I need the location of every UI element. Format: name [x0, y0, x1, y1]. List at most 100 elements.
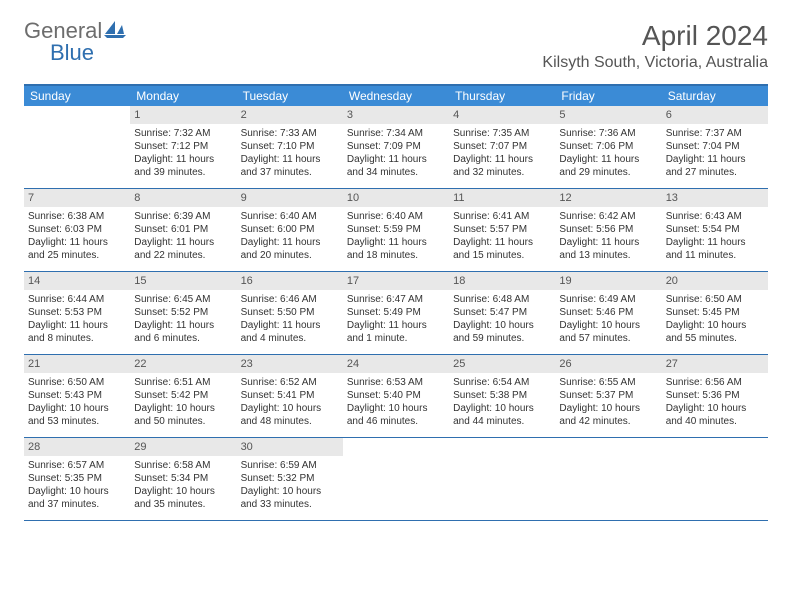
- dow-cell: Friday: [555, 86, 661, 106]
- sunrise-line: Sunrise: 6:58 AM: [134, 459, 232, 472]
- sunset-line: Sunset: 6:01 PM: [134, 223, 232, 236]
- daylight-line: Daylight: 11 hours and 8 minutes.: [28, 319, 126, 345]
- day-cell: 30Sunrise: 6:59 AMSunset: 5:32 PMDayligh…: [237, 438, 343, 520]
- day-number: 18: [449, 272, 555, 290]
- daylight-line: Daylight: 11 hours and 6 minutes.: [134, 319, 232, 345]
- daylight-line: Daylight: 10 hours and 48 minutes.: [241, 402, 339, 428]
- daylight-line: Daylight: 10 hours and 40 minutes.: [666, 402, 764, 428]
- sunset-line: Sunset: 5:57 PM: [453, 223, 551, 236]
- daylight-line: Daylight: 10 hours and 42 minutes.: [559, 402, 657, 428]
- daylight-line: Daylight: 11 hours and 25 minutes.: [28, 236, 126, 262]
- sunrise-line: Sunrise: 7:37 AM: [666, 127, 764, 140]
- day-cell: 27Sunrise: 6:56 AMSunset: 5:36 PMDayligh…: [662, 355, 768, 437]
- day-cell: 24Sunrise: 6:53 AMSunset: 5:40 PMDayligh…: [343, 355, 449, 437]
- day-cell: 18Sunrise: 6:48 AMSunset: 5:47 PMDayligh…: [449, 272, 555, 354]
- daylight-line: Daylight: 10 hours and 37 minutes.: [28, 485, 126, 511]
- day-number: 9: [237, 189, 343, 207]
- day-cell: 9Sunrise: 6:40 AMSunset: 6:00 PMDaylight…: [237, 189, 343, 271]
- day-number: 10: [343, 189, 449, 207]
- day-cell: 22Sunrise: 6:51 AMSunset: 5:42 PMDayligh…: [130, 355, 236, 437]
- daylight-line: Daylight: 10 hours and 59 minutes.: [453, 319, 551, 345]
- sunset-line: Sunset: 5:53 PM: [28, 306, 126, 319]
- sunrise-line: Sunrise: 7:34 AM: [347, 127, 445, 140]
- sunrise-line: Sunrise: 6:52 AM: [241, 376, 339, 389]
- sunset-line: Sunset: 7:07 PM: [453, 140, 551, 153]
- sunset-line: Sunset: 6:03 PM: [28, 223, 126, 236]
- daylight-line: Daylight: 11 hours and 4 minutes.: [241, 319, 339, 345]
- day-cell: 11Sunrise: 6:41 AMSunset: 5:57 PMDayligh…: [449, 189, 555, 271]
- sunset-line: Sunset: 5:32 PM: [241, 472, 339, 485]
- day-number: 5: [555, 106, 661, 124]
- sunset-line: Sunset: 5:41 PM: [241, 389, 339, 402]
- day-number: 15: [130, 272, 236, 290]
- sunrise-line: Sunrise: 6:56 AM: [666, 376, 764, 389]
- day-number: 1: [130, 106, 236, 124]
- day-number: 14: [24, 272, 130, 290]
- day-number: 16: [237, 272, 343, 290]
- logo-text-blue: Blue: [50, 40, 94, 65]
- sunset-line: Sunset: 7:12 PM: [134, 140, 232, 153]
- day-cell: 1Sunrise: 7:32 AMSunset: 7:12 PMDaylight…: [130, 106, 236, 188]
- sunset-line: Sunset: 5:46 PM: [559, 306, 657, 319]
- dow-row: SundayMondayTuesdayWednesdayThursdayFrid…: [24, 86, 768, 106]
- daylight-line: Daylight: 11 hours and 22 minutes.: [134, 236, 232, 262]
- daylight-line: Daylight: 10 hours and 53 minutes.: [28, 402, 126, 428]
- day-number: 4: [449, 106, 555, 124]
- sunset-line: Sunset: 5:59 PM: [347, 223, 445, 236]
- sunrise-line: Sunrise: 6:43 AM: [666, 210, 764, 223]
- day-number: 12: [555, 189, 661, 207]
- week-row: 21Sunrise: 6:50 AMSunset: 5:43 PMDayligh…: [24, 355, 768, 438]
- day-number: 28: [24, 438, 130, 456]
- sunset-line: Sunset: 5:43 PM: [28, 389, 126, 402]
- sunrise-line: Sunrise: 6:41 AM: [453, 210, 551, 223]
- title-block: April 2024 Kilsyth South, Victoria, Aust…: [542, 20, 768, 72]
- day-number: 26: [555, 355, 661, 373]
- sunset-line: Sunset: 7:04 PM: [666, 140, 764, 153]
- daylight-line: Daylight: 10 hours and 46 minutes.: [347, 402, 445, 428]
- week-row: 7Sunrise: 6:38 AMSunset: 6:03 PMDaylight…: [24, 189, 768, 272]
- calendar-page: GeneralBlue April 2024 Kilsyth South, Vi…: [0, 0, 792, 541]
- location: Kilsyth South, Victoria, Australia: [542, 54, 768, 72]
- day-cell: 7 Sunrise: 6:38 AMSunset: 6:03 PMDaylight…: [24, 189, 130, 271]
- sunset-line: Sunset: 5:37 PM: [559, 389, 657, 402]
- day-cell: 17Sunrise: 6:47 AMSunset: 5:49 PMDayligh…: [343, 272, 449, 354]
- weeks-container: . 1Sunrise: 7:32 AMSunset: 7:12 PMDayligh…: [24, 106, 768, 521]
- sunrise-line: Sunrise: 7:35 AM: [453, 127, 551, 140]
- daylight-line: Daylight: 11 hours and 29 minutes.: [559, 153, 657, 179]
- sunrise-line: Sunrise: 6:54 AM: [453, 376, 551, 389]
- week-row: 28Sunrise: 6:57 AMSunset: 5:35 PMDayligh…: [24, 438, 768, 521]
- calendar: SundayMondayTuesdayWednesdayThursdayFrid…: [24, 84, 768, 521]
- day-number: 6: [662, 106, 768, 124]
- sunrise-line: Sunrise: 6:55 AM: [559, 376, 657, 389]
- day-number: 3: [343, 106, 449, 124]
- sunset-line: Sunset: 5:50 PM: [241, 306, 339, 319]
- day-number: 19: [555, 272, 661, 290]
- day-cell: 21Sunrise: 6:50 AMSunset: 5:43 PMDayligh…: [24, 355, 130, 437]
- sunrise-line: Sunrise: 6:38 AM: [28, 210, 126, 223]
- day-number: 11: [449, 189, 555, 207]
- daylight-line: Daylight: 11 hours and 11 minutes.: [666, 236, 764, 262]
- sunset-line: Sunset: 5:34 PM: [134, 472, 232, 485]
- week-row: .1Sunrise: 7:32 AMSunset: 7:12 PMDayligh…: [24, 106, 768, 189]
- dow-cell: Monday: [130, 86, 236, 106]
- day-cell: .: [662, 438, 768, 520]
- sunset-line: Sunset: 5:47 PM: [453, 306, 551, 319]
- day-cell: 15Sunrise: 6:45 AMSunset: 5:52 PMDayligh…: [130, 272, 236, 354]
- day-number: 7: [24, 189, 130, 207]
- day-cell: 5Sunrise: 7:36 AMSunset: 7:06 PMDaylight…: [555, 106, 661, 188]
- day-cell: .: [555, 438, 661, 520]
- day-number: 29: [130, 438, 236, 456]
- day-cell: 26 Sunrise: 6:55 AMSunset: 5:37 PMDayligh…: [555, 355, 661, 437]
- daylight-line: Daylight: 11 hours and 39 minutes.: [134, 153, 232, 179]
- sunrise-line: Sunrise: 6:51 AM: [134, 376, 232, 389]
- day-number: 13: [662, 189, 768, 207]
- month-title: April 2024: [542, 20, 768, 52]
- dow-cell: Saturday: [662, 86, 768, 106]
- daylight-line: Daylight: 11 hours and 13 minutes.: [559, 236, 657, 262]
- sunset-line: Sunset: 5:40 PM: [347, 389, 445, 402]
- header: GeneralBlue April 2024 Kilsyth South, Vi…: [24, 20, 768, 72]
- sunset-line: Sunset: 5:42 PM: [134, 389, 232, 402]
- sunrise-line: Sunrise: 6:39 AM: [134, 210, 232, 223]
- day-number: 17: [343, 272, 449, 290]
- daylight-line: Daylight: 10 hours and 44 minutes.: [453, 402, 551, 428]
